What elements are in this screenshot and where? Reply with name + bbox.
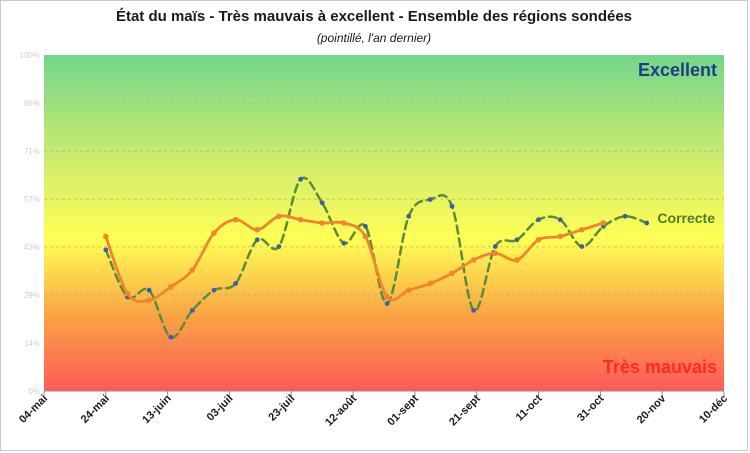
gridlines xyxy=(44,102,724,344)
data-point-current-year xyxy=(514,257,520,263)
data-point-last-year xyxy=(384,301,390,307)
x-tick-label: 20-nov xyxy=(635,392,669,426)
data-point-last-year xyxy=(168,334,174,340)
data-point-last-year xyxy=(471,307,477,313)
data-point-last-year xyxy=(103,247,109,253)
data-point-current-year xyxy=(600,220,607,226)
data-point-last-year xyxy=(189,307,195,313)
data-point-last-year xyxy=(644,220,650,226)
x-tick-label: 31-oct xyxy=(575,392,607,424)
x-tick-label: 04-mai xyxy=(17,393,50,426)
y-tick-label: 57% xyxy=(24,195,40,204)
data-point-last-year xyxy=(557,217,563,223)
series-last-year xyxy=(103,176,650,340)
data-point-current-year xyxy=(427,280,434,287)
data-point-current-year xyxy=(146,297,152,304)
data-point-last-year xyxy=(579,244,585,249)
data-point-current-year xyxy=(211,230,217,236)
chart-subtitle: (pointillé, l'an dernier) xyxy=(316,31,432,45)
x-tick-label: 13-juin xyxy=(140,392,174,426)
y-tick-label: 29% xyxy=(24,291,40,300)
plot-background xyxy=(44,55,724,391)
data-point-last-year xyxy=(298,176,303,182)
y-tick-label: 71% xyxy=(24,147,40,156)
data-point-current-year xyxy=(405,287,412,294)
data-point-current-year xyxy=(384,294,390,300)
data-point-current-year xyxy=(276,213,282,220)
data-point-last-year xyxy=(319,200,325,206)
data-point-current-year xyxy=(103,233,109,240)
data-point-current-year xyxy=(124,290,131,297)
data-point-last-year xyxy=(406,213,412,219)
y-tick-label: 43% xyxy=(24,243,40,252)
data-point-current-year xyxy=(362,233,369,240)
data-point-last-year xyxy=(536,217,541,223)
zone-label-correcte: Correcte xyxy=(657,210,715,226)
data-point-last-year xyxy=(254,237,260,243)
x-tick-label: 11-oct xyxy=(514,392,545,423)
data-point-current-year xyxy=(189,267,196,273)
y-tick-label: 86% xyxy=(24,99,40,108)
data-point-current-year xyxy=(319,220,325,226)
data-point-current-year xyxy=(557,233,563,240)
data-point-last-year xyxy=(427,197,433,202)
x-tick-label: 01-sept xyxy=(385,392,421,428)
y-axis-ticks: 0% 14% 29% 43% 57% 71% 86% 100% xyxy=(20,51,40,396)
y-tick-label: 14% xyxy=(24,339,40,348)
data-point-last-year xyxy=(341,240,347,246)
data-point-last-year xyxy=(449,203,455,209)
data-point-current-year xyxy=(449,270,455,277)
data-point-current-year xyxy=(492,250,499,257)
data-point-current-year xyxy=(297,216,304,223)
data-point-last-year xyxy=(363,223,368,229)
data-point-current-year xyxy=(341,220,347,226)
data-point-current-year xyxy=(579,226,585,233)
data-point-current-year xyxy=(232,216,239,223)
chart-title: État du maïs - Très mauvais à excellent … xyxy=(115,8,633,25)
data-point-current-year xyxy=(167,284,174,290)
y-tick-label: 100% xyxy=(20,51,40,60)
data-point-last-year xyxy=(211,287,217,293)
data-point-last-year xyxy=(622,213,628,219)
data-point-current-year xyxy=(470,257,477,263)
x-axis-ticks: 04-mai 24-mai 13-juin 03-juil 23-juil 12-août… xyxy=(17,391,730,429)
data-point-last-year xyxy=(492,244,498,249)
x-tick-label: 10-déc xyxy=(697,393,730,426)
y-tick-label: 0% xyxy=(28,387,40,396)
series-layer xyxy=(103,176,650,340)
data-point-current-year xyxy=(535,237,542,243)
data-point-last-year xyxy=(233,281,239,286)
data-point-last-year xyxy=(514,237,520,243)
zone-label-tres-mauvais: Très mauvais xyxy=(603,357,717,377)
x-tick-label: 12-août xyxy=(323,392,359,428)
data-point-last-year xyxy=(146,287,152,293)
series-line-dashed xyxy=(104,176,648,339)
x-tick-label: 24-mai xyxy=(79,393,112,426)
series-current-year xyxy=(103,213,607,304)
x-tick-label: 03-juil xyxy=(205,393,236,424)
x-tick-label: 21-sept xyxy=(447,392,483,428)
zone-label-excellent: Excellent xyxy=(638,60,717,80)
data-point-last-year xyxy=(276,244,282,249)
data-point-current-year xyxy=(254,226,261,233)
x-tick-label: 23-juil xyxy=(266,393,297,424)
